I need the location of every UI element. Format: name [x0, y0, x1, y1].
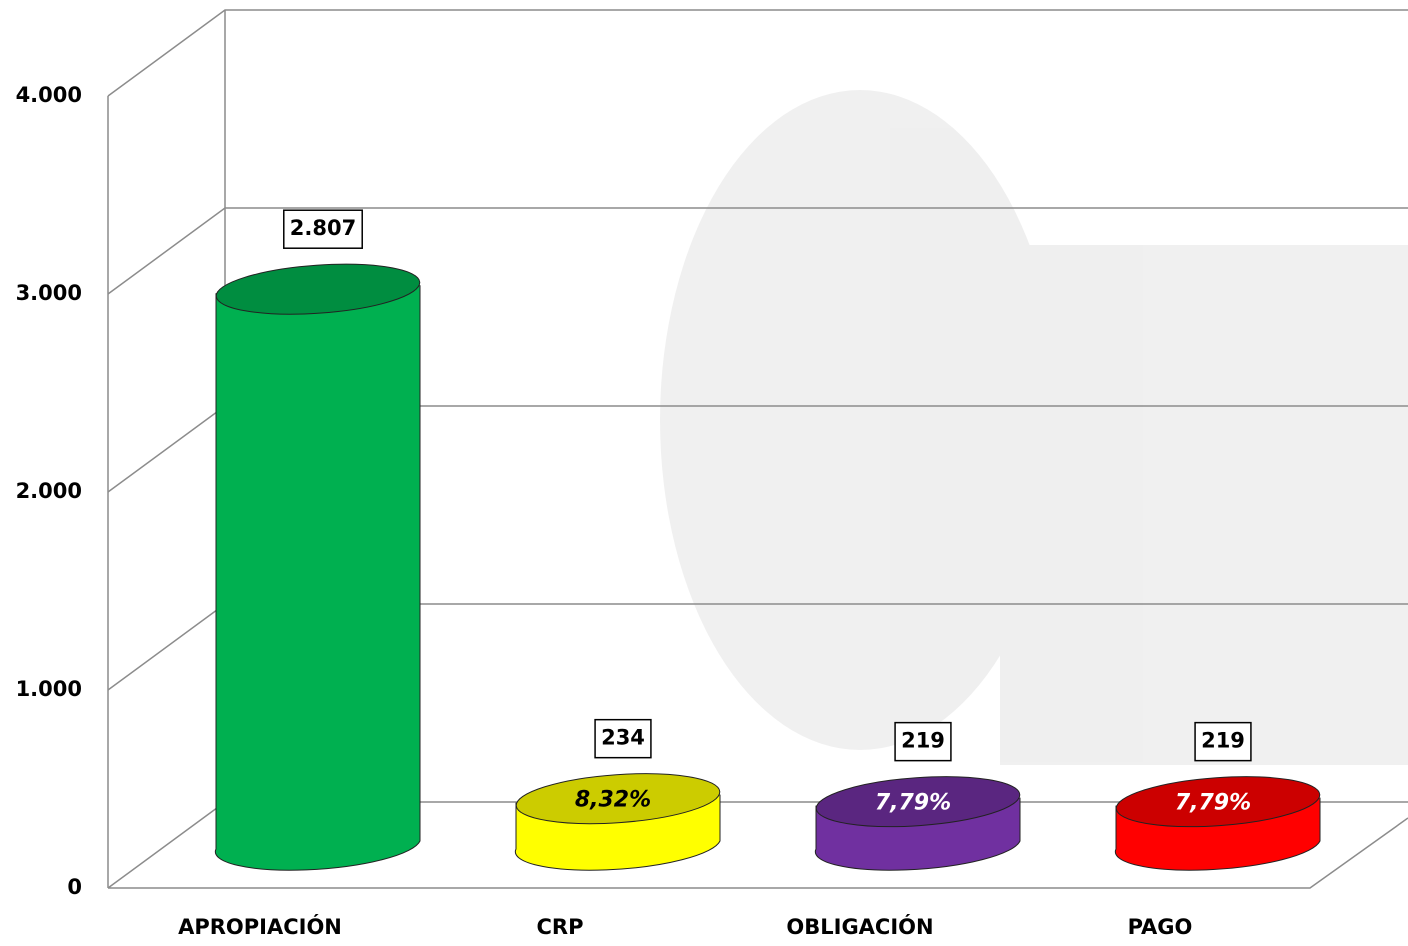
y-tick-label: 3.000 — [16, 281, 82, 305]
grid-line — [107, 9, 1408, 97]
y-tick-label: 4.000 — [16, 83, 82, 107]
watermark — [660, 90, 1408, 765]
y-tick-label: 0 — [67, 875, 82, 899]
cylinder — [814, 776, 1021, 871]
x-tick-label: OBLIGACIÓN — [786, 914, 933, 939]
x-tick-label: CRP — [537, 915, 584, 939]
percent-label: 7,79% — [1175, 791, 1251, 816]
bar-top — [815, 776, 1021, 828]
x-tick-label: PAGO — [1128, 915, 1193, 939]
y-tick-label: 1.000 — [16, 677, 82, 701]
cylinder — [1114, 776, 1321, 871]
value-label: 2.807 — [290, 216, 356, 240]
value-label-box — [894, 721, 952, 762]
bar-top — [215, 263, 421, 315]
value-label: 219 — [901, 729, 945, 753]
bar-top — [1115, 776, 1321, 828]
y-tick-label: 2.000 — [16, 479, 82, 503]
bar — [214, 285, 421, 871]
bar-top — [515, 773, 721, 825]
cylinder — [214, 263, 421, 871]
percent-label: 8,32% — [575, 788, 651, 813]
value-label-box — [1194, 721, 1252, 762]
percent-label: 7,79% — [875, 791, 951, 816]
value-label-box — [283, 209, 363, 249]
value-label: 234 — [601, 726, 645, 750]
cylinder — [514, 773, 721, 871]
value-label: 219 — [1201, 729, 1245, 753]
x-tick-label: APROPIACIÓN — [178, 914, 342, 939]
value-label-box — [594, 718, 652, 759]
